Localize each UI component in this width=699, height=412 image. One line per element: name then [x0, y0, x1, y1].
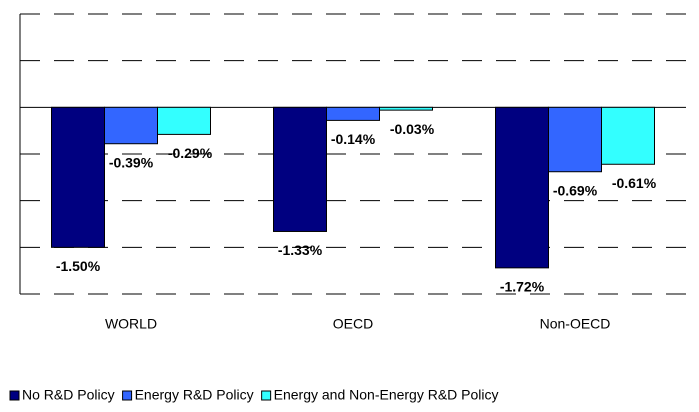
- value-label: -0.39%: [109, 154, 154, 170]
- bar: [157, 106, 211, 135]
- x-tick-label: OECD: [333, 316, 373, 332]
- x-tick-label: WORLD: [105, 316, 157, 332]
- value-label: -1.33%: [278, 242, 323, 258]
- bar: [51, 106, 105, 248]
- bar: [104, 106, 158, 145]
- value-label: -0.29%: [168, 145, 213, 161]
- legend-swatch: [122, 390, 133, 401]
- bar: [601, 106, 655, 165]
- value-label: -0.03%: [390, 121, 435, 137]
- value-label: -0.14%: [331, 131, 376, 147]
- bar: [326, 106, 380, 121]
- legend-label: Energy and Non-Energy R&D Policy: [274, 387, 499, 403]
- legend-swatch: [9, 390, 20, 401]
- legend-swatch: [261, 390, 272, 401]
- legend-label: Energy R&D Policy: [135, 387, 254, 403]
- value-label: -0.69%: [553, 182, 598, 198]
- legend-label: No R&D Policy: [22, 387, 115, 403]
- value-label: -1.72%: [500, 279, 545, 295]
- bar: [548, 106, 602, 173]
- bar: [379, 106, 433, 111]
- value-label: -1.50%: [56, 258, 101, 274]
- value-label: -0.61%: [612, 175, 657, 191]
- x-tick-label: Non-OECD: [540, 316, 611, 332]
- bar: [273, 106, 327, 232]
- bar: [495, 106, 549, 269]
